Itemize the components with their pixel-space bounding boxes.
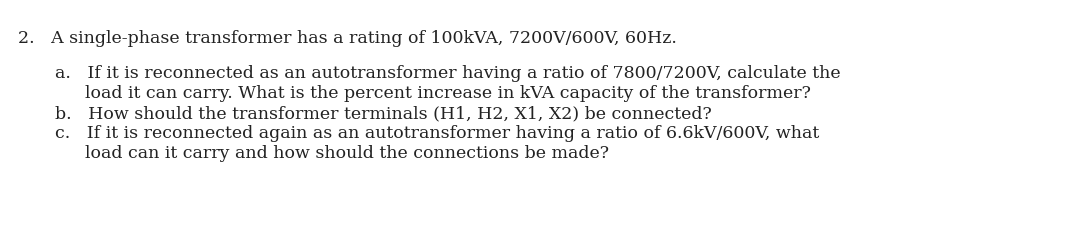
Text: 2.   A single-phase transformer has a rating of 100kVA, 7200V/600V, 60Hz.: 2. A single-phase transformer has a rati… <box>18 30 677 47</box>
Text: a.   If it is reconnected as an autotransformer having a ratio of 7800/7200V, ca: a. If it is reconnected as an autotransf… <box>55 65 840 82</box>
Text: c.   If it is reconnected again as an autotransformer having a ratio of 6.6kV/60: c. If it is reconnected again as an auto… <box>55 125 820 142</box>
Text: b.   How should the transformer terminals (H1, H2, X1, X2) be connected?: b. How should the transformer terminals … <box>55 105 712 122</box>
Text: load can it carry and how should the connections be made?: load can it carry and how should the con… <box>85 145 609 162</box>
Text: load it can carry. What is the percent increase in kVA capacity of the transform: load it can carry. What is the percent i… <box>85 85 811 102</box>
